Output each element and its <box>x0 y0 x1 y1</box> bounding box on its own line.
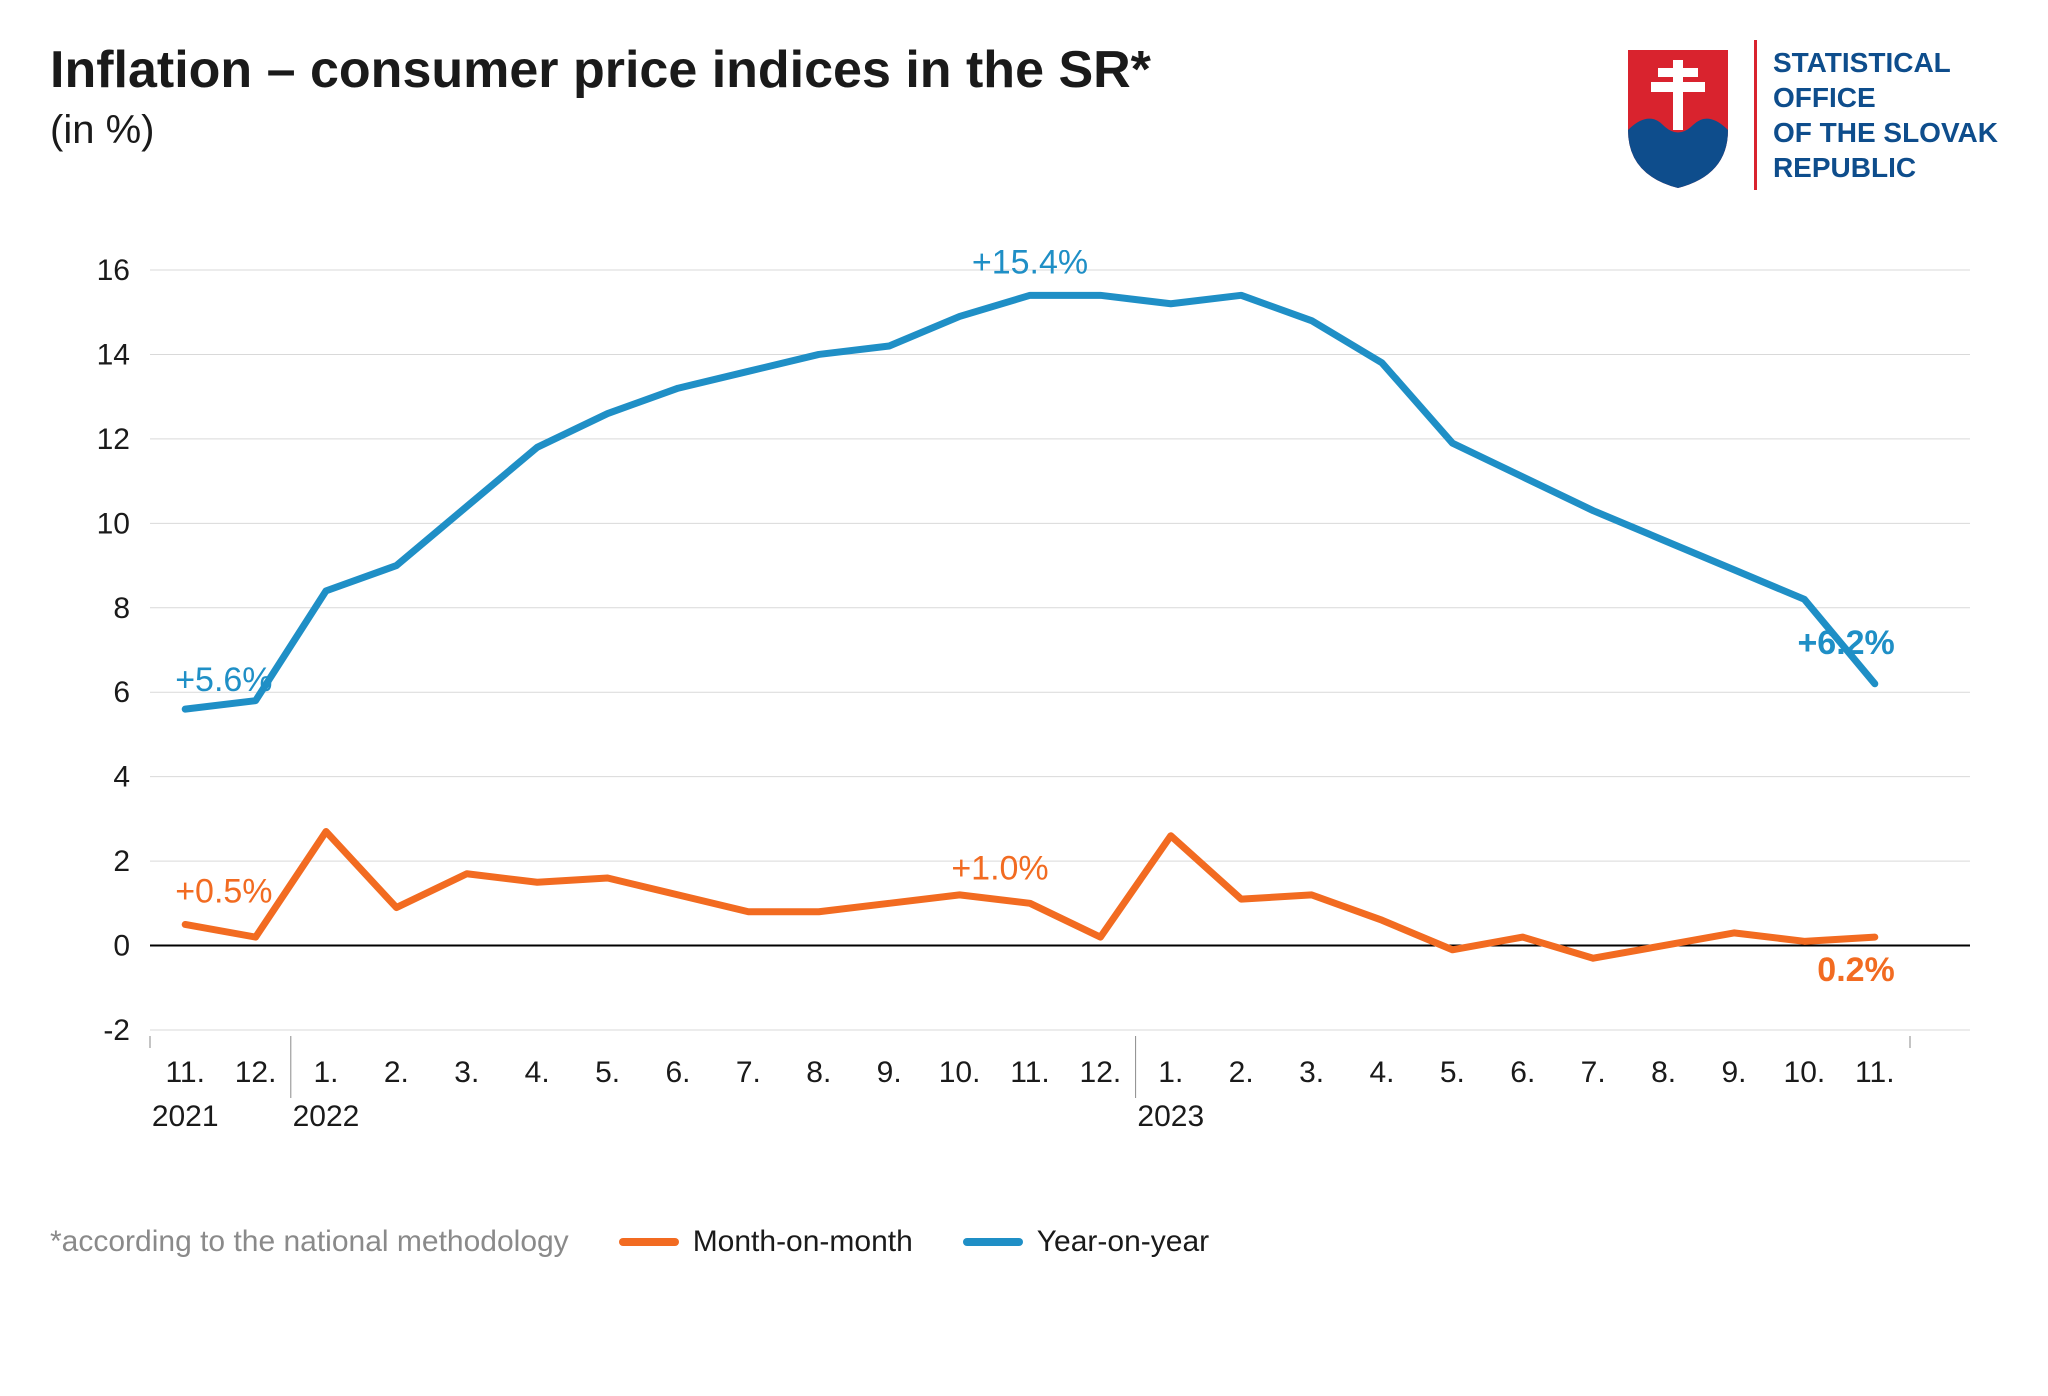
svg-text:2022: 2022 <box>293 1100 360 1133</box>
svg-text:12: 12 <box>97 423 130 456</box>
svg-text:+0.5%: +0.5% <box>175 872 272 910</box>
svg-text:+1.0%: +1.0% <box>951 849 1048 887</box>
org-name: STATISTICAL OFFICE OF THE SLOVAK REPUBLI… <box>1773 45 1998 185</box>
legend-item: Month-on-month <box>619 1225 913 1259</box>
chart-svg: -2 0 2 4 6 8 10 12 14 16 11. 12. 1. 2. 3. 4. 5. 6. 7. 8. 9. 1… <box>50 250 1970 1190</box>
svg-text:2.: 2. <box>384 1056 409 1089</box>
line-chart: -2 0 2 4 6 8 10 12 14 16 11. 12. 1. 2. 3. 4. 5. 6. 7. 8. 9. 1… <box>50 250 1998 1195</box>
svg-text:12.: 12. <box>235 1056 277 1089</box>
svg-text:10.: 10. <box>1784 1056 1826 1089</box>
svg-text:+5.6%: +5.6% <box>175 661 272 699</box>
svg-text:0.2%: 0.2% <box>1817 951 1895 989</box>
svg-text:4.: 4. <box>525 1056 550 1089</box>
svg-text:5.: 5. <box>1440 1056 1465 1089</box>
legend-row: *according to the national methodology M… <box>50 1225 1998 1259</box>
svg-text:8.: 8. <box>806 1056 831 1089</box>
svg-text:-2: -2 <box>103 1014 130 1047</box>
svg-text:2023: 2023 <box>1137 1100 1204 1133</box>
chart-subtitle: (in %) <box>50 108 1618 153</box>
svg-text:9.: 9. <box>877 1056 902 1089</box>
svg-text:7.: 7. <box>1581 1056 1606 1089</box>
svg-text:1.: 1. <box>313 1056 338 1089</box>
coat-of-arms-icon <box>1618 40 1738 190</box>
svg-text:1.: 1. <box>1158 1056 1183 1089</box>
legend-label: Year-on-year <box>1037 1225 1209 1259</box>
svg-text:4: 4 <box>113 761 130 794</box>
svg-text:9.: 9. <box>1721 1056 1746 1089</box>
svg-text:5.: 5. <box>595 1056 620 1089</box>
svg-text:4.: 4. <box>1369 1056 1394 1089</box>
legend-label: Month-on-month <box>693 1225 913 1259</box>
svg-text:3.: 3. <box>1299 1056 1324 1089</box>
svg-text:6: 6 <box>113 676 130 709</box>
svg-text:2021: 2021 <box>152 1100 219 1133</box>
svg-text:7.: 7. <box>736 1056 761 1089</box>
org-line: REPUBLIC <box>1773 150 1998 185</box>
org-line: OF THE SLOVAK <box>1773 115 1998 150</box>
legend-swatch <box>963 1238 1023 1246</box>
svg-text:8.: 8. <box>1651 1056 1676 1089</box>
svg-text:+15.4%: +15.4% <box>972 250 1088 281</box>
legend-swatch <box>619 1238 679 1246</box>
footnote: *according to the national methodology <box>50 1225 569 1259</box>
svg-text:0: 0 <box>113 930 130 963</box>
svg-text:11.: 11. <box>1855 1056 1894 1089</box>
svg-text:16: 16 <box>97 254 130 287</box>
svg-text:2.: 2. <box>1229 1056 1254 1089</box>
header: Inflation – consumer price indices in th… <box>50 40 1998 190</box>
svg-text:12.: 12. <box>1080 1056 1122 1089</box>
svg-text:+6.2%: +6.2% <box>1797 624 1894 662</box>
svg-text:6.: 6. <box>1510 1056 1535 1089</box>
org-logo-block: STATISTICAL OFFICE OF THE SLOVAK REPUBLI… <box>1618 40 1998 190</box>
svg-text:10.: 10. <box>939 1056 981 1089</box>
title-block: Inflation – consumer price indices in th… <box>50 40 1618 153</box>
logo-divider <box>1754 40 1757 190</box>
svg-text:11.: 11. <box>165 1056 204 1089</box>
org-line: STATISTICAL <box>1773 45 1998 80</box>
svg-text:2: 2 <box>113 845 130 878</box>
svg-text:11.: 11. <box>1010 1056 1049 1089</box>
svg-text:6.: 6. <box>665 1056 690 1089</box>
svg-text:14: 14 <box>97 338 130 371</box>
chart-title: Inflation – consumer price indices in th… <box>50 40 1618 100</box>
org-line: OFFICE <box>1773 80 1998 115</box>
svg-text:3.: 3. <box>454 1056 479 1089</box>
svg-text:8: 8 <box>113 592 130 625</box>
svg-text:10: 10 <box>97 507 130 540</box>
legend-item: Year-on-year <box>963 1225 1209 1259</box>
